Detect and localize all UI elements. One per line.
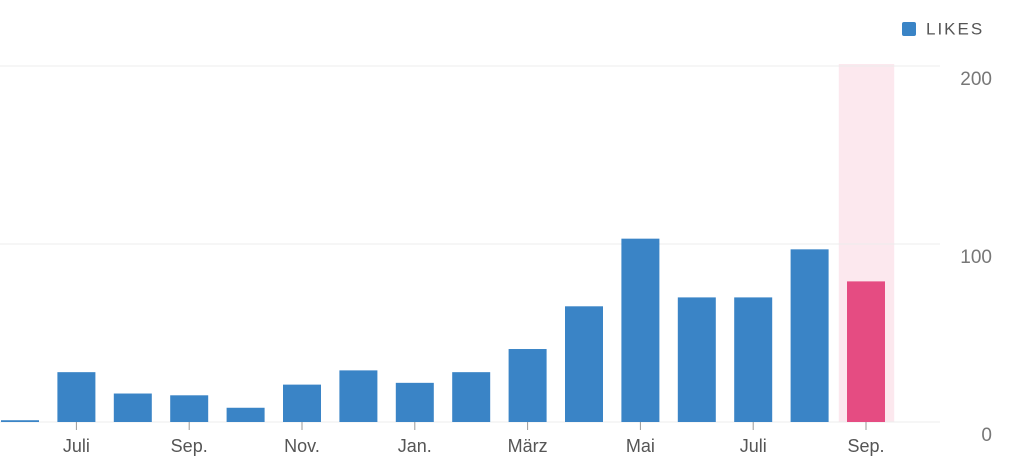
x-tick-label: Jan. (398, 436, 432, 456)
bar (57, 372, 96, 422)
legend-label: LIKES (926, 19, 984, 38)
x-tick-label: Nov. (284, 436, 320, 456)
legend-swatch (902, 22, 916, 36)
y-tick-label: 0 (981, 425, 992, 446)
y-tick-label: 100 (960, 247, 992, 268)
bar (395, 382, 434, 422)
y-tick-label: 200 (960, 69, 992, 90)
bar (170, 395, 209, 422)
x-tick-label: Sep. (171, 436, 208, 456)
x-tick-label: März (508, 436, 548, 456)
x-tick-label: Sep. (847, 436, 884, 456)
bar (339, 370, 378, 422)
bar (452, 372, 491, 422)
bar (1, 420, 39, 422)
bar (790, 249, 829, 422)
bar (565, 306, 603, 422)
bar (508, 349, 547, 422)
bar (677, 297, 716, 422)
bar (847, 281, 885, 422)
bar (283, 384, 321, 422)
x-tick-label: Mai (626, 436, 655, 456)
bar (113, 393, 152, 422)
x-tick-label: Juli (740, 436, 767, 456)
bar (734, 297, 773, 422)
bar (226, 407, 265, 422)
bar (621, 238, 660, 422)
x-tick-label: Juli (63, 436, 90, 456)
